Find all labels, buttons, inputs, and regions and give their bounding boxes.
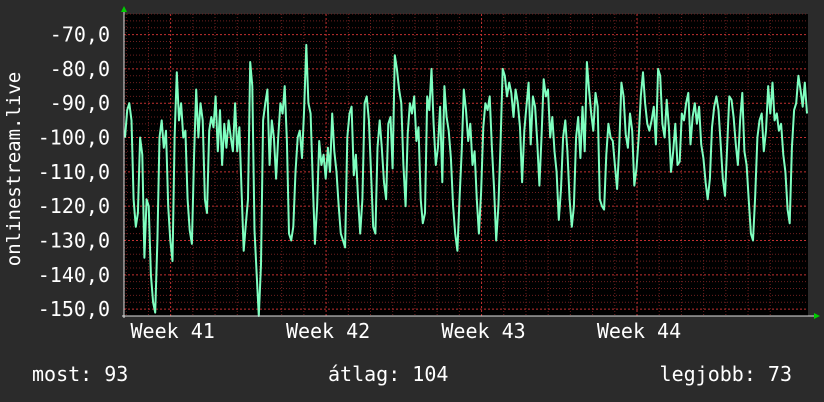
x-tick-label: Week 42 — [286, 319, 370, 343]
stat-current-value: 93 — [104, 362, 129, 386]
stat-best: legjobb: 73 — [660, 362, 792, 386]
y-axis-label: onlinestream.live — [3, 72, 25, 266]
stat-current: most: 93 — [32, 362, 128, 386]
y-axis-ticks: -70,0 -80,0 -90,0 -100,0 -110,0 -120,0 -130,0 -… — [38, 23, 110, 322]
x-tick-label: Week 43 — [441, 319, 525, 343]
y-axis-arrow-icon — [121, 6, 127, 12]
y-tick-label: -150,0 — [38, 297, 110, 321]
stat-best-label: legjobb: — [659, 362, 756, 386]
x-tick-label: Week 41 — [130, 319, 214, 343]
y-tick-label: -120,0 — [38, 194, 110, 218]
y-tick-label: -70,0 — [50, 23, 110, 47]
y-tick-label: -80,0 — [50, 57, 110, 81]
series-line — [124, 43, 808, 317]
y-tick-label: -110,0 — [38, 160, 110, 184]
stat-average: átlag: 104 — [328, 362, 448, 386]
stat-average-value: 104 — [412, 362, 449, 386]
y-tick-label: -100,0 — [38, 126, 110, 150]
x-axis-arrow-icon — [814, 313, 820, 319]
x-tick-label: Week 44 — [597, 319, 681, 343]
y-tick-label: -90,0 — [50, 91, 110, 115]
stat-current-label: most: — [32, 362, 93, 386]
stat-average-label: átlag: — [328, 362, 401, 386]
stat-best-value: 73 — [767, 362, 792, 386]
y-tick-label: -130,0 — [38, 229, 110, 253]
x-axis-ticks: Week 41 Week 42 Week 43 Week 44 — [130, 319, 681, 343]
line-chart: -70,0 -80,0 -90,0 -100,0 -110,0 -120,0 -130,0 -… — [3, 6, 820, 343]
y-tick-label: -140,0 — [38, 263, 110, 287]
